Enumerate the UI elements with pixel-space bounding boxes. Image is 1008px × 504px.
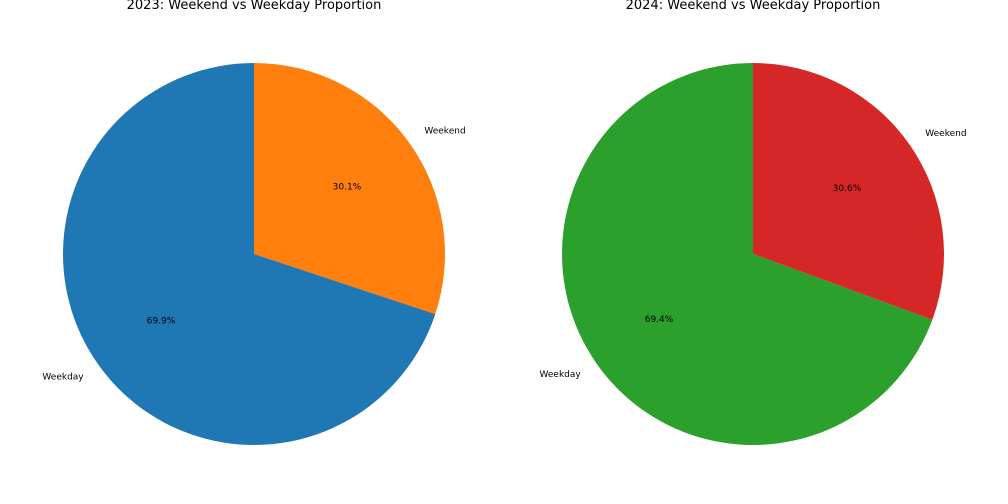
pie-category-label-weekend-2023: Weekend — [424, 127, 465, 137]
pie-percent-label-weekday-2023: 69.9% — [147, 317, 176, 327]
chart-title-2023: 2023: Weekend vs Weekday Proportion — [127, 0, 382, 13]
pie-slice-weekend-2023 — [254, 63, 445, 315]
pie-slice-weekday-2024 — [561, 62, 933, 445]
pie-chart-2023: 30.1% Weekend 69.9% Weekday 2023: Weekend vs… — [42, 0, 466, 445]
pie-category-label-weekday-2023: Weekday — [42, 372, 84, 382]
pie-percent-label-weekend-2023: 30.1% — [333, 182, 362, 192]
pie-chart-2024: 30.6% Weekend 69.4% Weekday 2024: Weekend vs… — [540, 0, 967, 445]
chart-title-2024: 2024: Weekend vs Weekday Proportion — [626, 0, 881, 13]
pie-slice-weekday-2023 — [63, 63, 436, 445]
pie-category-label-weekend-2024: Weekend — [925, 129, 966, 139]
pie-slice-weekend-2024 — [753, 63, 944, 320]
pie-percent-label-weekday-2024: 69.4% — [645, 315, 674, 325]
pie-percent-label-weekend-2024: 30.6% — [833, 184, 862, 194]
pie-category-label-weekday-2024: Weekday — [540, 370, 582, 380]
